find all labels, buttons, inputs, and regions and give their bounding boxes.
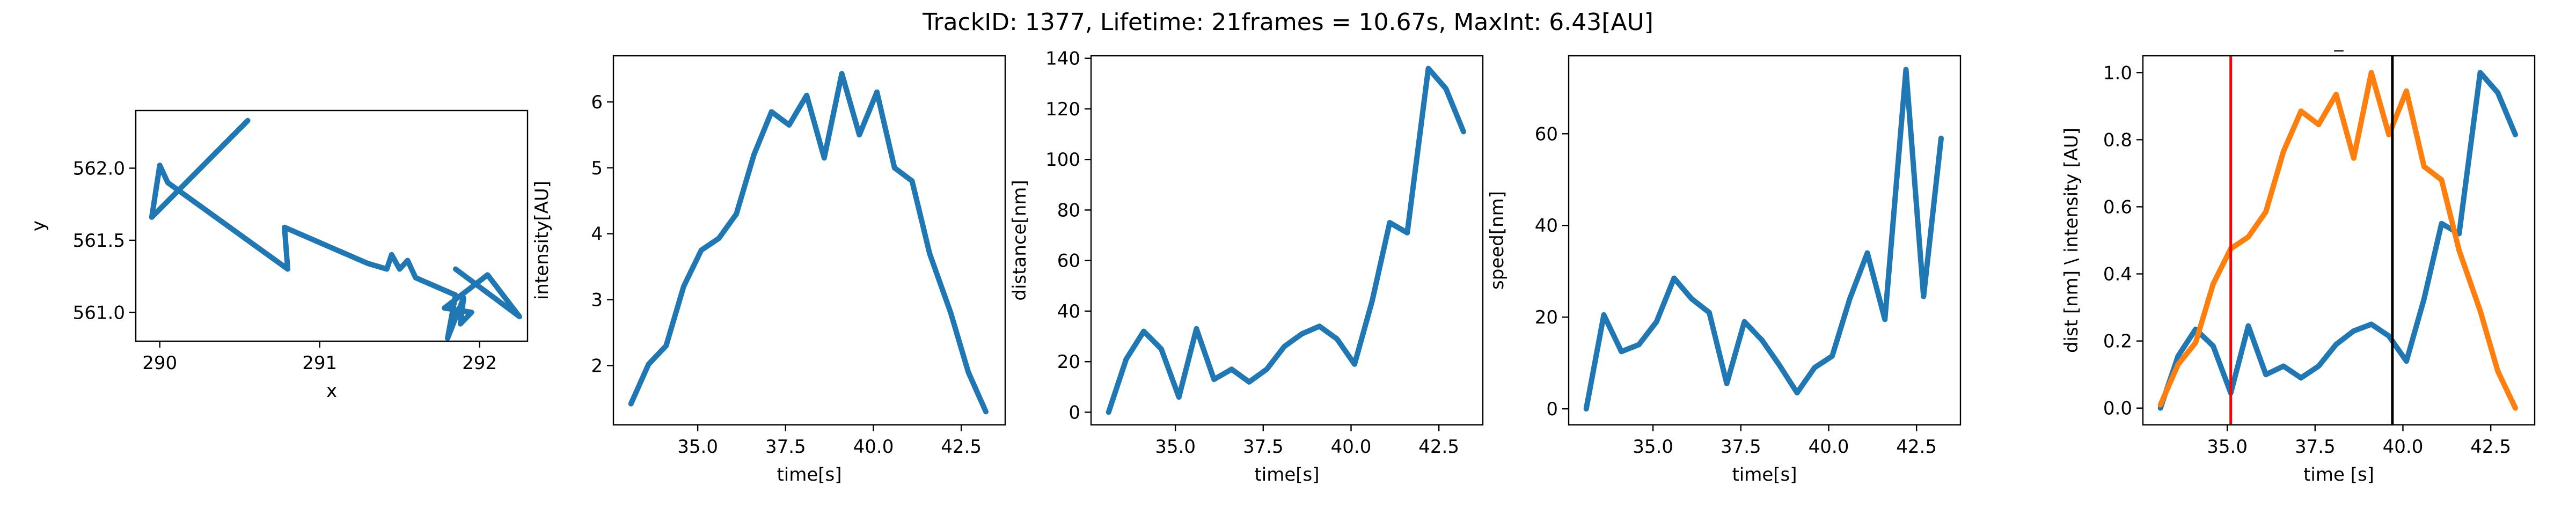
axes-frame xyxy=(1568,55,1962,426)
plot-area xyxy=(628,71,989,415)
x-axis-label: time[s] xyxy=(1254,464,1319,485)
y-tick-label: 120 xyxy=(1045,99,1080,120)
plot-area xyxy=(1583,67,1944,412)
x-axis-label: time[s] xyxy=(1732,464,1797,485)
series-line-1 xyxy=(628,71,989,415)
x-tick-label: 35.0 xyxy=(2207,436,2248,458)
y-tick-label: 40 xyxy=(1535,215,1558,237)
y-tick-label: 20 xyxy=(1535,307,1558,328)
series-line-1 xyxy=(1583,67,1944,412)
y-tick-label: 0 xyxy=(1069,402,1080,423)
y-tick-label: 140 xyxy=(1045,48,1080,70)
subplot-3: 35.0 37.5 40.0 42.5 0 20 40 60 80 100 120 140 time[s… xyxy=(1009,48,1484,485)
y-tick-label: 0.4 xyxy=(2103,264,2132,285)
plot-area xyxy=(1106,65,1466,415)
x-tick-label: 290 xyxy=(142,352,177,374)
y-tick-label: 0.2 xyxy=(2103,331,2132,352)
y-tick-label: 5 xyxy=(591,158,603,179)
y-tick-label: 0.8 xyxy=(2103,129,2132,151)
y-tick-label: 2 xyxy=(591,355,603,377)
axes-frame xyxy=(612,55,1006,426)
subplot-2: 35.0 37.5 40.0 42.5 2 3 4 5 6 time[s] intensity[AU… xyxy=(531,55,1006,485)
axes-frame xyxy=(135,109,529,342)
y-tick-label: 4 xyxy=(591,224,603,245)
x-tick-label: 40.0 xyxy=(853,436,894,458)
x-tick-label: 40.0 xyxy=(2383,436,2424,458)
y-tick-label: 6 xyxy=(591,92,603,113)
y-axis-label: speed[nm] xyxy=(1487,191,1508,290)
subplot-4: 35.0 37.5 40.0 42.5 0 20 40 60 time[s] speed[nm] xyxy=(1487,55,1962,485)
x-tick-label: 42.5 xyxy=(2470,436,2511,458)
y-tick-label: 80 xyxy=(1057,200,1080,221)
y-axis-label: dist [nm] \ intensity [AU] xyxy=(2061,128,2082,353)
x-tick-label: 37.5 xyxy=(1243,436,1284,458)
y-axis-label: intensity[AU] xyxy=(531,181,553,300)
subplot-1: 290 291 292 561.0 561.5 562.0 x y xyxy=(28,109,529,402)
x-axis-label: time[s] xyxy=(777,464,841,485)
y-tick-label: 3 xyxy=(591,290,603,311)
x-tick-label: 42.5 xyxy=(1896,436,1937,458)
series-line-2 xyxy=(2157,70,2518,411)
x-tick-label: 35.0 xyxy=(677,436,718,458)
subplot-5: 35.0 37.5 40.0 42.5 0.0 0.2 0.4 0.6 0.8 1.0 time [… xyxy=(2061,31,2536,485)
x-tick-label: 37.5 xyxy=(2295,436,2336,458)
x-tick-label: 292 xyxy=(462,352,497,374)
y-tick-label: 40 xyxy=(1057,301,1080,322)
x-axis-label: x xyxy=(326,380,337,402)
x-tick-label: 40.0 xyxy=(1809,436,1849,458)
y-axis-label: y xyxy=(28,220,49,231)
x-tick-label: 37.5 xyxy=(765,436,806,458)
y-tick-label: 60 xyxy=(1057,251,1080,272)
axes-frame xyxy=(2142,55,2536,426)
y-tick-label: 0.0 xyxy=(2103,398,2132,420)
plot-area xyxy=(2157,56,2518,425)
subplot-title: _ xyxy=(2334,31,2344,52)
x-tick-label: 40.0 xyxy=(1331,436,1372,458)
x-tick-label: 35.0 xyxy=(1633,436,1673,458)
plot-area xyxy=(149,117,523,341)
series-line-1 xyxy=(149,117,523,341)
axes-frame xyxy=(1090,55,1484,426)
x-tick-label: 291 xyxy=(302,352,337,374)
y-tick-label: 20 xyxy=(1057,351,1080,373)
series-line-1 xyxy=(1106,65,1466,415)
y-axis-label: distance[nm] xyxy=(1009,180,1030,300)
y-tick-label: 0.6 xyxy=(2103,196,2132,218)
y-tick-label: 1.0 xyxy=(2103,62,2132,84)
x-tick-label: 42.5 xyxy=(1418,436,1459,458)
y-tick-label: 60 xyxy=(1535,123,1558,145)
x-tick-label: 37.5 xyxy=(1721,436,1761,458)
y-tick-label: 0 xyxy=(1546,399,1558,420)
y-tick-label: 562.0 xyxy=(73,158,125,180)
y-tick-label: 100 xyxy=(1045,149,1080,171)
x-tick-label: 35.0 xyxy=(1155,436,1196,458)
figure-suptitle: TrackID: 1377, Lifetime: 21frames = 10.6… xyxy=(922,9,1653,36)
x-tick-label: 42.5 xyxy=(941,436,982,458)
y-tick-label: 561.0 xyxy=(73,302,125,323)
x-axis-label: time [s] xyxy=(2303,464,2374,485)
y-tick-label: 561.5 xyxy=(73,230,125,252)
